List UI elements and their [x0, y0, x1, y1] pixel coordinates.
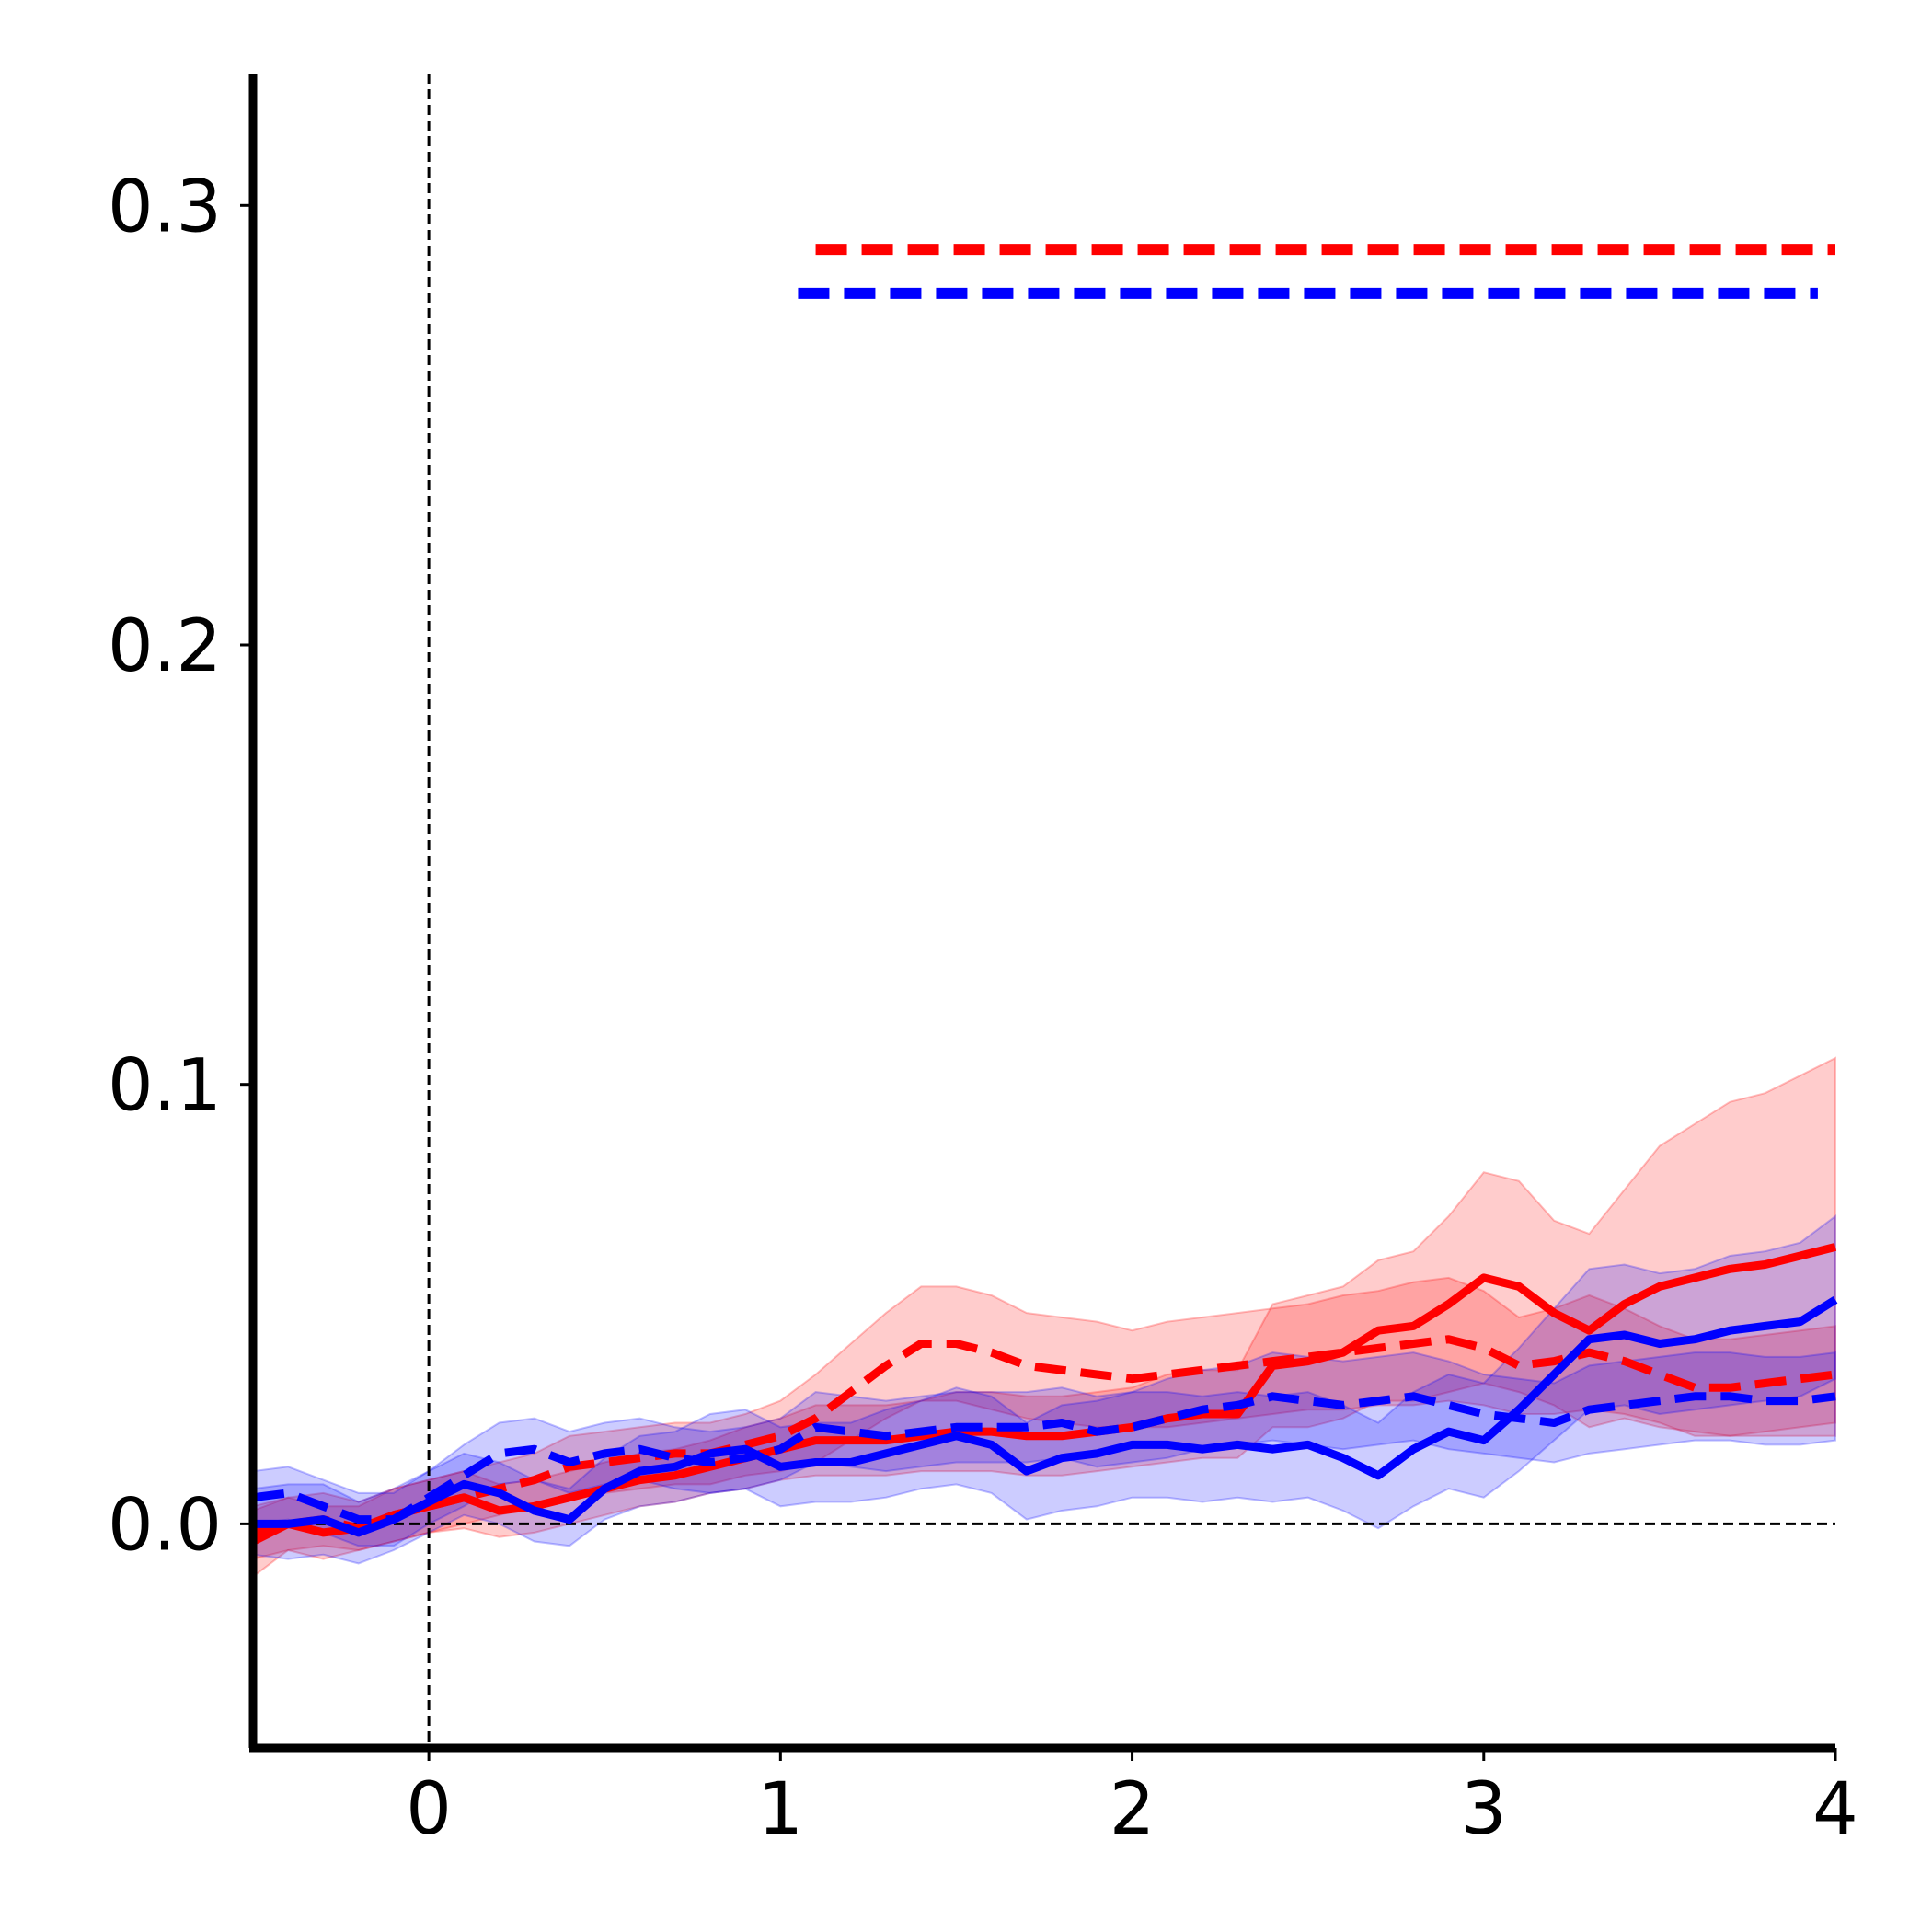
y-tick-label: 0.1 — [108, 1045, 222, 1128]
y-tick-label: 0.2 — [108, 605, 222, 688]
tick-marks — [240, 203, 1837, 1761]
series-line-3 — [253, 1295, 1838, 1537]
confidence-bands — [252, 1056, 1836, 1579]
reference-lines — [253, 74, 1835, 1748]
x-tick-label: 3 — [1461, 1768, 1507, 1851]
y-tick-label: 0.3 — [108, 166, 222, 248]
confidence-band-4 — [252, 1351, 1836, 1547]
series-line-2 — [251, 1335, 1836, 1537]
series-lines — [250, 1243, 1838, 1546]
x-tick-label: 0 — [406, 1768, 452, 1851]
confidence-band-2 — [252, 1276, 1836, 1560]
x-tick-label: 2 — [1110, 1768, 1156, 1851]
tick-labels: 0 1 2 3 4 0.0 0.1 0.2 0.3 — [108, 166, 1858, 1851]
series-line-4 — [252, 1392, 1836, 1524]
x-tick-label: 4 — [1812, 1768, 1858, 1851]
axes — [248, 74, 1835, 1753]
y-tick-label: 0.0 — [108, 1484, 222, 1567]
series-line-1 — [250, 1243, 1837, 1546]
significance-bars — [798, 244, 1835, 299]
x-tick-label: 1 — [758, 1768, 804, 1851]
